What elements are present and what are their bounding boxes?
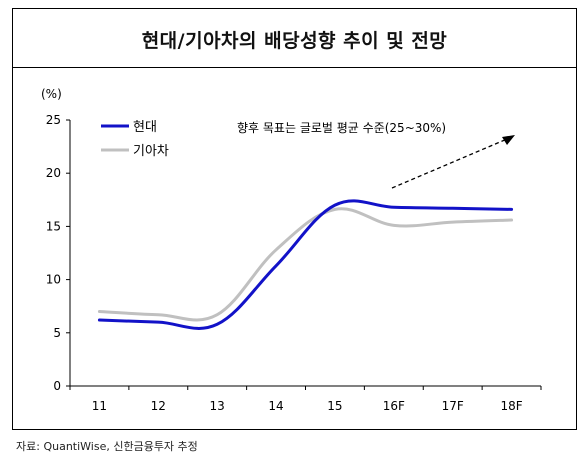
x-tick-label: 16F bbox=[383, 399, 405, 413]
series-line-기아차 bbox=[97, 207, 514, 322]
y-tick-label: 5 bbox=[53, 326, 61, 340]
chart-title: 현대/기아차의 배당성향 추이 및 전망 bbox=[141, 30, 448, 52]
series-line-현대 bbox=[97, 199, 514, 330]
annotation-arrow-line bbox=[391, 138, 508, 189]
x-tick-label: 14 bbox=[268, 399, 283, 413]
title-box: 현대/기아차의 배당성향 추이 및 전망 bbox=[12, 8, 577, 68]
x-tick-label: 13 bbox=[210, 399, 225, 413]
legend-label: 현대 bbox=[133, 120, 157, 135]
legend-label: 기아차 bbox=[133, 144, 169, 159]
annotation-arrow-head bbox=[502, 135, 515, 145]
y-tick-label: 0 bbox=[53, 379, 61, 393]
y-tick-label: 25 bbox=[46, 113, 61, 127]
annotation-text: 향후 목표는 글로벌 평균 수준(25~30%) bbox=[237, 121, 446, 135]
y-tick-label: 15 bbox=[46, 219, 61, 233]
x-tick-label: 18F bbox=[500, 399, 522, 413]
source-note: 자료: QuantiWise, 신한금융투자 추정 bbox=[16, 440, 198, 453]
y-axis-label: (%) bbox=[41, 87, 62, 101]
x-tick-label: 12 bbox=[151, 399, 166, 413]
x-tick-label: 17F bbox=[442, 399, 464, 413]
x-tick-label: 11 bbox=[92, 399, 107, 413]
y-tick-label: 10 bbox=[46, 273, 61, 287]
y-tick-label: 20 bbox=[46, 166, 61, 180]
x-tick-label: 15 bbox=[327, 399, 342, 413]
